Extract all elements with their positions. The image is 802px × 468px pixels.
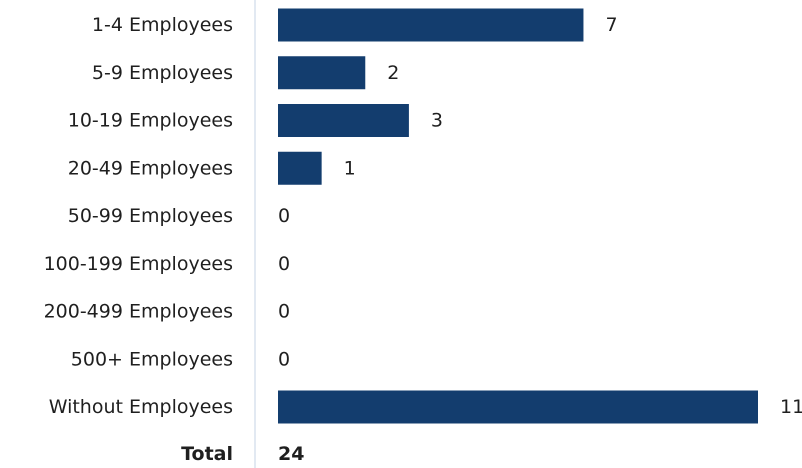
category-label: 10-19 Employees [68,110,233,132]
bar-value-label: 0 [278,348,290,370]
bar-value-label: 3 [431,110,443,132]
bar [278,8,584,42]
bar-value-label: 0 [278,205,290,227]
bar-value-label: 2 [387,62,399,84]
category-label: 20-49 Employees [68,157,233,179]
bar-value-label: 11 [780,396,802,418]
bar [278,104,409,137]
bar-value-label: 1 [344,157,356,179]
category-label: Without Employees [49,396,233,418]
category-label: 100-199 Employees [44,253,233,275]
bar [278,390,758,424]
category-label: 5-9 Employees [92,62,233,84]
category-label: 50-99 Employees [68,205,233,227]
bar-value-label: 7 [605,14,617,36]
total-label: Total [181,443,233,465]
category-label: 1-4 Employees [92,14,233,36]
bar-value-label: 0 [278,253,290,275]
bar [278,151,322,185]
category-label: 500+ Employees [71,348,233,370]
bar-value-label: 0 [278,301,290,323]
bar [278,56,366,90]
total-value: 24 [278,443,304,465]
category-label: 200-499 Employees [44,301,233,323]
